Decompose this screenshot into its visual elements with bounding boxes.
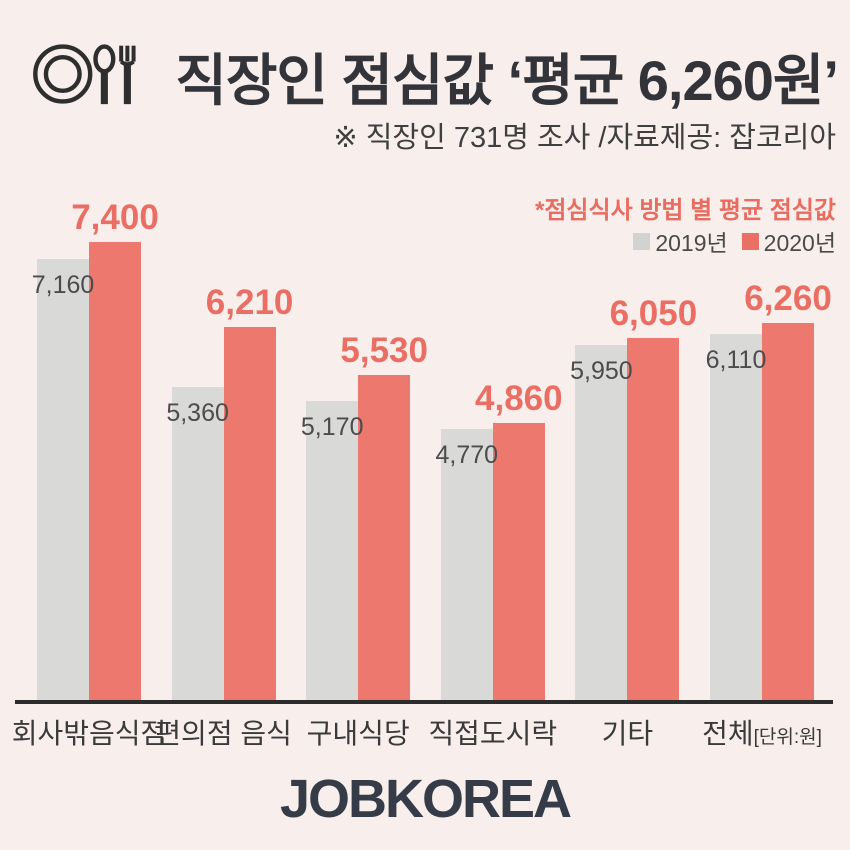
value-label-2020: 6,210 bbox=[205, 282, 294, 322]
bar-2020 bbox=[762, 323, 814, 704]
category-label: 회사밖음식점 bbox=[11, 718, 167, 749]
category-label: 기타 bbox=[601, 718, 654, 749]
page-title: 직장인 점심값 ‘평균 6,260원’ bbox=[175, 49, 839, 112]
legend-label-2020: 2020년 bbox=[763, 230, 836, 256]
bar-2020 bbox=[223, 326, 276, 704]
bar-2019 bbox=[306, 400, 359, 704]
bar-2020 bbox=[492, 422, 545, 704]
category-label: 편의점 음식 bbox=[155, 718, 292, 749]
plate-spoon-fork-icon bbox=[33, 44, 136, 105]
bar-2019 bbox=[440, 429, 493, 704]
value-label-2019: 5,170 bbox=[300, 412, 364, 441]
value-label-2019: 5,360 bbox=[166, 399, 229, 428]
chart-legend: 2019년 2020년 bbox=[633, 224, 836, 258]
value-label-2019: 5,950 bbox=[570, 357, 633, 386]
bar-2020 bbox=[89, 242, 141, 704]
category-label: 직접도시락 bbox=[428, 718, 558, 749]
jobkorea-logo: JOBKOREA bbox=[279, 769, 572, 829]
bar-2019 bbox=[171, 387, 224, 704]
bar-2019 bbox=[37, 259, 89, 704]
bar-2020 bbox=[358, 375, 411, 704]
legend-swatch-2020 bbox=[741, 232, 759, 250]
value-label-2019: 7,160 bbox=[31, 271, 95, 300]
bar-2019 bbox=[710, 333, 762, 704]
legend-swatch-2019 bbox=[633, 232, 651, 250]
unit-label: [단위:원] bbox=[753, 727, 822, 748]
value-label-2020: 6,260 bbox=[744, 279, 832, 319]
value-label-2020: 7,400 bbox=[71, 198, 159, 238]
bar-2020 bbox=[627, 338, 680, 704]
page-subtitle: ※ 직장인 731명 조사 /자료제공: 잡코리아 bbox=[333, 122, 836, 154]
bar-2019 bbox=[575, 345, 628, 704]
x-axis-line bbox=[15, 700, 833, 704]
value-label-2020: 5,530 bbox=[340, 331, 428, 371]
legend-item-2020: 2020년 bbox=[741, 224, 836, 258]
value-label-2019: 6,110 bbox=[705, 345, 767, 374]
legend-item-2019: 2019년 bbox=[633, 224, 728, 258]
value-label-2020: 4,860 bbox=[475, 378, 563, 418]
legend-label-2019: 2019년 bbox=[655, 230, 728, 256]
chart-note: *점심식사 방법 별 평균 점심값 bbox=[535, 197, 836, 224]
value-label-2019: 4,770 bbox=[435, 441, 499, 470]
value-label-2020: 6,050 bbox=[609, 294, 698, 334]
category-label: 구내식당 bbox=[306, 718, 410, 749]
category-label: 전체[단위:원] bbox=[702, 718, 822, 749]
